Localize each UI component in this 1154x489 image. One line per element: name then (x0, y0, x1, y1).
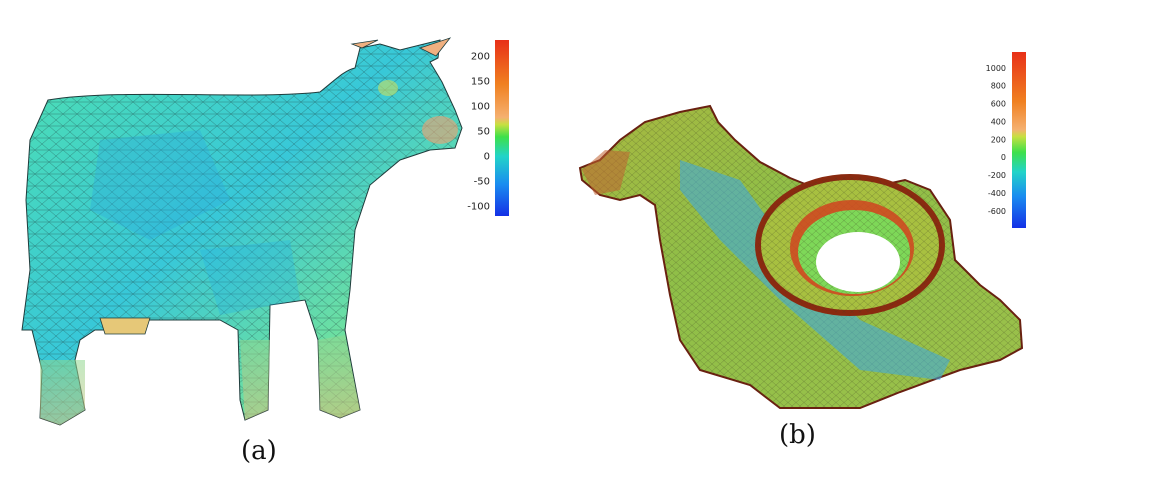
colorbar-tick-label: 100 (471, 102, 490, 113)
caption-b: (b) (779, 420, 816, 450)
caption-a: (a) (241, 436, 277, 466)
colorbar-b-ticks: 1000 800 600 400 200 0 -200 -400 -600 (986, 64, 1006, 216)
colorbar-tick-label: 150 (471, 77, 490, 88)
panel-a: 200 150 100 50 0 -50 -100 (a) (0, 0, 560, 489)
cow-mesh-icon (21, 37, 463, 426)
colorbar-tick-label: 400 (991, 117, 1006, 126)
panel-b: 1000 800 600 400 200 0 -200 -400 -600 (b) (560, 0, 1154, 489)
colorbar-tick-label: 600 (991, 100, 1006, 109)
colorbar-b-ramp (1012, 52, 1026, 228)
colorbar-b: 1000 800 600 400 200 0 -200 -400 -600 (986, 52, 1026, 228)
colorbar-tick-label: -50 (474, 177, 490, 188)
colorbar-tick-label: 1000 (986, 64, 1006, 73)
colorbar-a: 200 150 100 50 0 -50 -100 (467, 40, 509, 216)
colorbar-tick-label: 50 (477, 127, 490, 138)
colorbar-tick-label: 0 (484, 152, 490, 163)
colorbar-tick-label: -200 (988, 171, 1006, 180)
colorbar-tick-label: -400 (988, 189, 1006, 198)
colorbar-a-ticks: 200 150 100 50 0 -50 -100 (467, 52, 490, 213)
colorbar-tick-label: 0 (1001, 153, 1006, 162)
colorbar-tick-label: 200 (471, 52, 490, 63)
colorbar-tick-label: 200 (991, 135, 1006, 144)
colorbar-a-ramp (495, 40, 509, 216)
colorbar-tick-label: -600 (988, 207, 1006, 216)
colorbar-tick-label: 800 (991, 82, 1006, 91)
rocker-arm-mesh-icon (578, 104, 1024, 409)
colorbar-tick-label: -100 (467, 202, 490, 213)
